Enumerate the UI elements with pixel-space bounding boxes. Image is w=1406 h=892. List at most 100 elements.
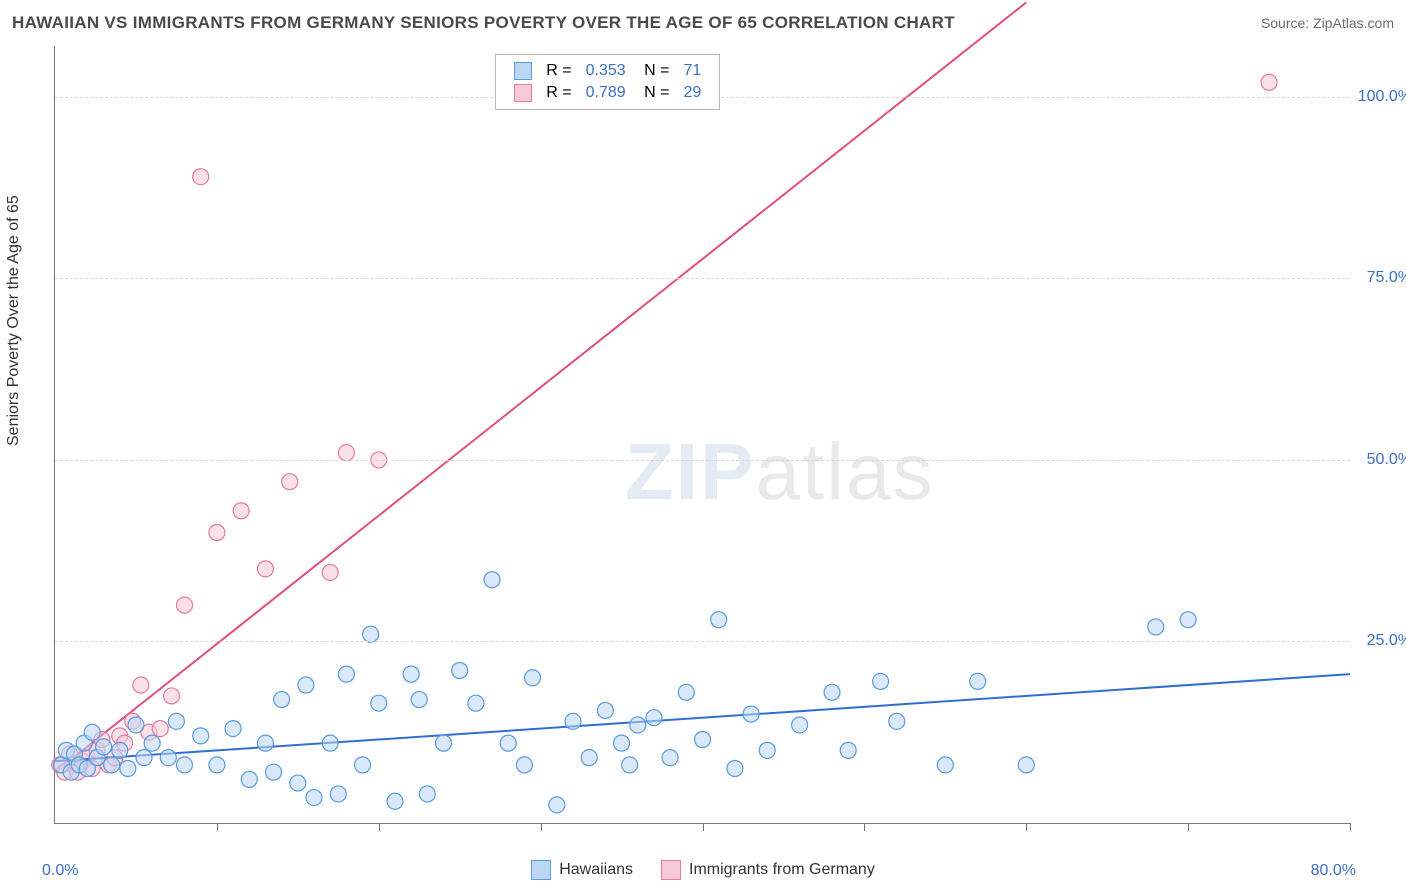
title-bar: HAWAIIAN VS IMMIGRANTS FROM GERMANY SENI… bbox=[12, 10, 1394, 36]
x-tick bbox=[541, 823, 542, 831]
stats-n-label: N = bbox=[634, 61, 676, 81]
scatter-point-hawaiians bbox=[678, 684, 694, 700]
scatter-point-hawaiians bbox=[889, 713, 905, 729]
scatter-point-hawaiians bbox=[1180, 612, 1196, 628]
scatter-point-hawaiians bbox=[792, 717, 808, 733]
scatter-point-germany bbox=[133, 677, 149, 693]
scatter-point-hawaiians bbox=[338, 666, 354, 682]
x-tick bbox=[379, 823, 380, 831]
scatter-point-hawaiians bbox=[500, 735, 516, 751]
scatter-point-germany bbox=[177, 597, 193, 613]
scatter-point-hawaiians bbox=[225, 721, 241, 737]
x-tick bbox=[1188, 823, 1189, 831]
scatter-point-hawaiians bbox=[516, 757, 532, 773]
stats-row: R =0.353 N =71 bbox=[508, 61, 707, 81]
scatter-point-hawaiians bbox=[646, 710, 662, 726]
scatter-point-hawaiians bbox=[630, 717, 646, 733]
chart-title: HAWAIIAN VS IMMIGRANTS FROM GERMANY SENI… bbox=[12, 13, 955, 33]
scatter-point-hawaiians bbox=[970, 673, 986, 689]
scatter-point-hawaiians bbox=[411, 692, 427, 708]
scatter-point-hawaiians bbox=[743, 706, 759, 722]
x-tick bbox=[703, 823, 704, 831]
gridline bbox=[55, 460, 1350, 461]
y-tick-label: 100.0% bbox=[1356, 88, 1406, 106]
legend-label-hawaiians: Hawaiians bbox=[559, 861, 633, 879]
scatter-point-hawaiians bbox=[727, 761, 743, 777]
scatter-point-germany bbox=[209, 525, 225, 541]
scatter-point-hawaiians bbox=[104, 757, 120, 773]
scatter-point-hawaiians bbox=[241, 771, 257, 787]
scatter-plot-svg bbox=[55, 46, 1350, 823]
scatter-point-hawaiians bbox=[581, 750, 597, 766]
scatter-point-hawaiians bbox=[257, 735, 273, 751]
scatter-point-hawaiians bbox=[144, 735, 160, 751]
stats-table: R =0.353 N =71R =0.789 N =29 bbox=[506, 59, 709, 105]
scatter-point-hawaiians bbox=[371, 695, 387, 711]
y-axis-label: Seniors Poverty Over the Age of 65 bbox=[5, 195, 23, 446]
y-tick-label: 25.0% bbox=[1356, 632, 1406, 650]
scatter-point-hawaiians bbox=[419, 786, 435, 802]
scatter-point-hawaiians bbox=[1148, 619, 1164, 635]
scatter-point-hawaiians bbox=[363, 626, 379, 642]
source-label: Source: ZipAtlas.com bbox=[1261, 15, 1394, 31]
stats-swatch bbox=[514, 84, 532, 102]
scatter-point-hawaiians bbox=[759, 742, 775, 758]
scatter-point-germany bbox=[282, 474, 298, 490]
x-tick bbox=[217, 823, 218, 831]
legend-label-germany: Immigrants from Germany bbox=[689, 861, 875, 879]
scatter-point-hawaiians bbox=[96, 739, 112, 755]
scatter-point-hawaiians bbox=[484, 572, 500, 588]
scatter-point-hawaiians bbox=[622, 757, 638, 773]
gridline bbox=[55, 641, 1350, 642]
stats-n-value: 71 bbox=[677, 61, 707, 81]
legend-swatch-germany bbox=[661, 860, 681, 880]
scatter-point-hawaiians bbox=[266, 764, 282, 780]
stats-n-value: 29 bbox=[677, 83, 707, 103]
scatter-point-hawaiians bbox=[193, 728, 209, 744]
scatter-point-hawaiians bbox=[209, 757, 225, 773]
scatter-point-hawaiians bbox=[112, 742, 128, 758]
scatter-point-hawaiians bbox=[120, 761, 136, 777]
scatter-point-hawaiians bbox=[840, 742, 856, 758]
scatter-point-germany bbox=[152, 721, 168, 737]
legend-item-germany: Immigrants from Germany bbox=[661, 860, 875, 880]
scatter-point-hawaiians bbox=[662, 750, 678, 766]
x-tick bbox=[864, 823, 865, 831]
chart-container: HAWAIIAN VS IMMIGRANTS FROM GERMANY SENI… bbox=[0, 0, 1406, 892]
scatter-point-hawaiians bbox=[695, 731, 711, 747]
scatter-point-hawaiians bbox=[549, 797, 565, 813]
scatter-point-hawaiians bbox=[403, 666, 419, 682]
stats-n-label: N = bbox=[634, 83, 676, 103]
scatter-point-hawaiians bbox=[452, 663, 468, 679]
scatter-point-hawaiians bbox=[330, 786, 346, 802]
y-tick-label: 75.0% bbox=[1356, 269, 1406, 287]
regression-line-hawaiians bbox=[55, 674, 1350, 761]
scatter-point-hawaiians bbox=[177, 757, 193, 773]
scatter-point-germany bbox=[1261, 74, 1277, 90]
legend-swatch-hawaiians bbox=[531, 860, 551, 880]
scatter-point-hawaiians bbox=[937, 757, 953, 773]
scatter-point-germany bbox=[338, 445, 354, 461]
scatter-point-hawaiians bbox=[355, 757, 371, 773]
gridline bbox=[55, 278, 1350, 279]
scatter-point-hawaiians bbox=[84, 724, 100, 740]
regression-line-germany bbox=[55, 2, 1026, 772]
scatter-point-hawaiians bbox=[711, 612, 727, 628]
scatter-point-hawaiians bbox=[1018, 757, 1034, 773]
scatter-point-hawaiians bbox=[160, 750, 176, 766]
scatter-point-hawaiians bbox=[274, 692, 290, 708]
scatter-point-hawaiians bbox=[824, 684, 840, 700]
x-tick bbox=[1026, 823, 1027, 831]
scatter-point-germany bbox=[322, 564, 338, 580]
scatter-point-hawaiians bbox=[468, 695, 484, 711]
stats-r-value: 0.353 bbox=[580, 61, 632, 81]
legend-item-hawaiians: Hawaiians bbox=[531, 860, 633, 880]
stats-box: R =0.353 N =71R =0.789 N =29 bbox=[495, 54, 720, 110]
scatter-point-germany bbox=[193, 169, 209, 185]
scatter-point-hawaiians bbox=[306, 790, 322, 806]
stats-swatch bbox=[514, 62, 532, 80]
scatter-point-hawaiians bbox=[322, 735, 338, 751]
stats-row: R =0.789 N =29 bbox=[508, 83, 707, 103]
stats-r-value: 0.789 bbox=[580, 83, 632, 103]
scatter-point-hawaiians bbox=[614, 735, 630, 751]
